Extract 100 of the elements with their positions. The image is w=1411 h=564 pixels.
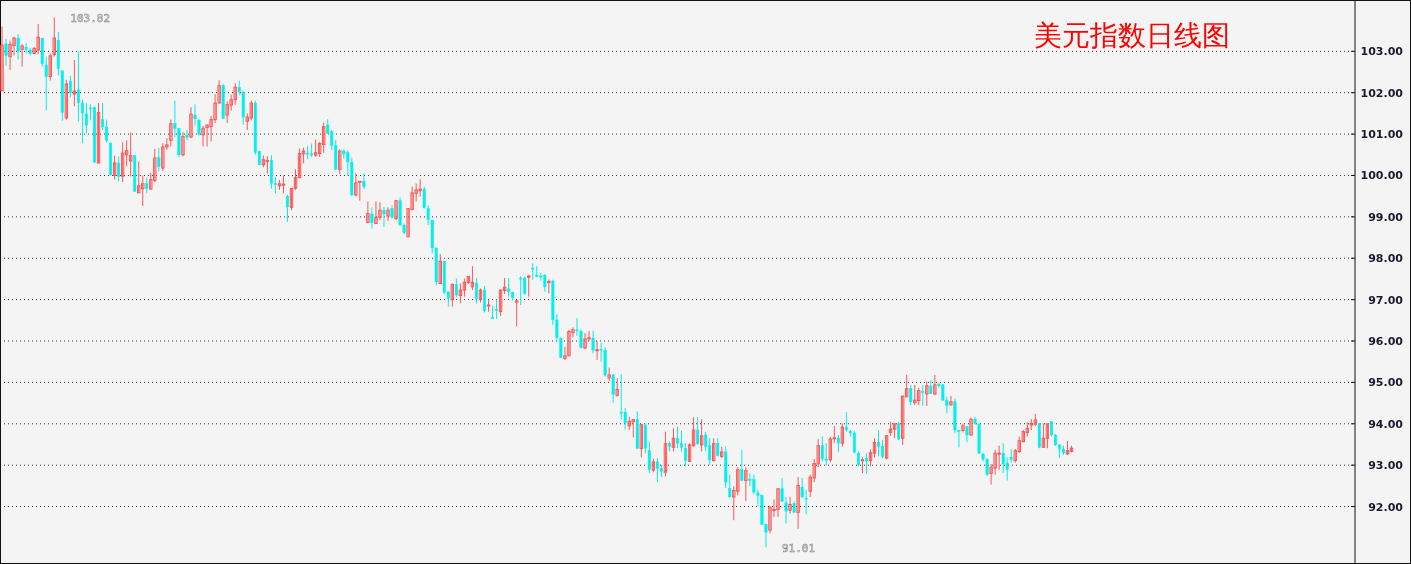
candlestick — [370, 206, 374, 229]
candlestick — [881, 439, 885, 459]
candlestick — [475, 277, 478, 304]
y-tick-label: 103.00 — [1360, 45, 1404, 59]
candlestick — [68, 75, 72, 98]
candlestick — [699, 418, 704, 452]
annotation: 91.01 — [781, 541, 816, 555]
candlestick — [804, 489, 808, 515]
candlestick — [997, 445, 1001, 471]
candlestick — [382, 206, 386, 228]
candlestick — [269, 154, 273, 190]
annotation: 103.82 — [70, 12, 111, 26]
candlestick — [897, 421, 901, 441]
candlestick — [141, 174, 145, 207]
candlestick — [84, 102, 88, 134]
candlestick — [20, 43, 24, 68]
y-tick-label: 93.00 — [1368, 459, 1404, 473]
candlestick — [354, 172, 358, 198]
candlestick — [233, 82, 237, 106]
candlestick — [495, 299, 499, 320]
candlestick — [796, 476, 800, 530]
y-tick-label: 100.00 — [1360, 169, 1404, 183]
candlestick — [788, 496, 792, 515]
candlestick — [776, 488, 780, 518]
candlestick — [189, 106, 193, 139]
candlestick — [120, 141, 125, 183]
candlestick — [1041, 422, 1046, 448]
candlestick — [105, 119, 109, 143]
candlestick — [36, 23, 40, 55]
candlestick — [185, 129, 189, 141]
y-tick-label: 95.00 — [1368, 376, 1404, 390]
candlestick — [583, 332, 587, 350]
candlestick — [64, 79, 69, 121]
text: 美元指数日线图 — [1034, 19, 1230, 52]
candlestick — [8, 40, 12, 71]
candlestick — [740, 449, 744, 482]
candlestick — [128, 131, 133, 177]
candlestick — [828, 436, 832, 463]
candlestick — [458, 282, 463, 304]
candlestick — [483, 285, 486, 313]
candlestick — [872, 437, 877, 458]
candlestick — [595, 340, 599, 361]
y-tick-label: 97.00 — [1368, 293, 1404, 307]
candlestick — [358, 180, 362, 202]
candlestick — [615, 377, 619, 397]
candlestick — [884, 434, 889, 460]
candlestick — [711, 437, 716, 462]
candlestick — [800, 477, 804, 499]
candlestick — [607, 366, 611, 382]
candlestick — [676, 426, 679, 449]
candlestick — [44, 56, 48, 111]
candlestick — [386, 206, 390, 222]
candlestick — [438, 253, 442, 285]
candlestick — [514, 299, 519, 328]
candlestick — [591, 330, 595, 354]
candlestick — [969, 417, 973, 437]
candlestick — [619, 373, 623, 421]
candlestick — [840, 422, 845, 448]
candlestick — [680, 430, 683, 452]
candlestick — [338, 148, 342, 175]
candlestick — [0, 25, 4, 92]
candlestick — [394, 199, 398, 221]
y-tick-label: 92.00 — [1368, 500, 1404, 514]
candlestick — [519, 275, 523, 306]
candlestick — [877, 429, 880, 457]
y-tick-label: 96.00 — [1368, 335, 1404, 349]
candlestick — [913, 384, 917, 406]
candlestick — [181, 131, 185, 157]
candlestick — [321, 122, 326, 154]
candlestick — [374, 201, 378, 224]
candlestick — [24, 42, 28, 54]
candlestick — [450, 282, 455, 308]
candlestick — [925, 381, 929, 407]
y-tick-label: 101.00 — [1360, 128, 1404, 142]
candlestick — [708, 437, 712, 466]
candlestick — [527, 274, 531, 298]
y-tick-label: 98.00 — [1368, 252, 1404, 266]
y-tick-label: 94.00 — [1368, 417, 1404, 431]
candlestick — [161, 142, 165, 172]
candlestick — [611, 373, 615, 404]
candlestick — [16, 33, 20, 61]
candlestick — [169, 119, 173, 147]
candlestick — [1037, 422, 1041, 449]
candlestick — [112, 155, 117, 181]
candlestick — [865, 452, 868, 475]
candlestick — [201, 125, 205, 147]
candlestick — [744, 466, 748, 502]
candlestick — [362, 172, 366, 190]
candlestick — [76, 50, 80, 122]
y-tick-label: 99.00 — [1368, 210, 1404, 224]
candlestick — [366, 201, 370, 224]
candlestick — [909, 384, 913, 406]
candlestick — [820, 436, 824, 462]
candlestick — [378, 201, 382, 221]
candlestick — [933, 374, 937, 396]
candlestick — [498, 288, 503, 317]
candlestick — [671, 427, 676, 452]
candlestick — [949, 395, 953, 407]
candlestick — [523, 275, 527, 296]
candlestick — [286, 194, 289, 223]
